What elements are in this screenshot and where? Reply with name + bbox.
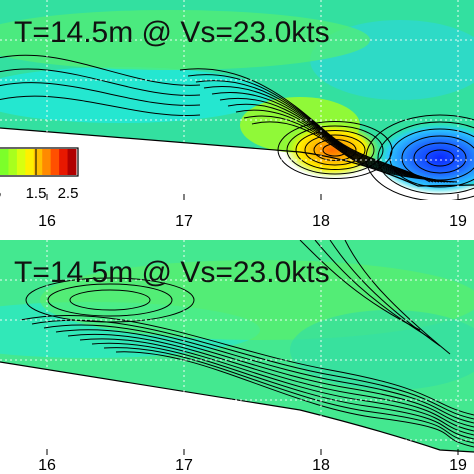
contour-line [286,125,384,175]
contour-line [91,342,474,440]
x-tick-label: 17 [175,213,193,230]
colorbar-cell [42,149,52,175]
x-tick-label: 17 [175,457,193,474]
contour-line [295,130,375,170]
top-panel-title: T=14.5m @ Vs=23.0kts [14,16,330,49]
colorbar-cell [16,149,26,175]
top-floor-boundary [0,127,474,187]
contour-line [203,86,440,183]
contour-line [43,324,474,424]
contour-line [413,142,467,174]
contour-line [377,121,474,195]
contour-line [251,121,458,183]
colorbar-cell [0,149,9,175]
top-gridlines [0,0,474,200]
contour-line [25,277,195,323]
contour-line [227,103,449,183]
contour-line [47,283,173,317]
bottom-panel: / T=14.5m @ Vs=23.0kts [0,240,474,455]
x-tick-label: 16 [38,213,56,230]
bottom-gridlines [0,240,474,455]
contour-line [103,347,474,444]
bottom-floor-boundary [0,361,474,453]
contour-line [243,115,455,183]
contour-line [69,289,151,311]
colorbar-frame [0,147,79,177]
contour-line [235,109,452,183]
contour-line [187,74,434,183]
colorbar-tick-label: 5 [0,185,1,202]
bottom-panel-title: T=14.5m @ Vs=23.0kts [14,256,330,289]
contour-line [55,329,474,428]
top-x-tick-labels: 16 17 18 19 [38,194,467,230]
bottom-teal-band [290,310,474,390]
x-tick-label: 18 [312,457,330,474]
contour-line [0,82,201,106]
contour-line [31,319,474,420]
colorbar [0,147,79,177]
top-contours [0,54,474,200]
bottom-contours [19,240,474,448]
colorbar-tick-labels: 5 1.5 2.5 [0,185,78,202]
contour-line [365,114,474,200]
contour-line [179,68,431,183]
colorbar-tick-label: 1.5 [26,185,47,202]
contour-line [322,143,348,157]
contour-line [115,351,474,448]
x-tick-label: 18 [312,213,330,230]
contour-line [344,240,451,355]
bottom-x-tick-labels: 16 17 18 19 [38,449,467,474]
top-green-band [0,10,370,70]
contour-line [19,314,474,416]
x-tick-label: 16 [38,457,56,474]
colorbar-cell [67,149,77,175]
colorbar-cell [25,149,35,175]
contour-line [67,333,474,432]
contour-line [401,135,474,181]
colorbar-cells [0,149,77,175]
colorbar-cell [59,149,69,175]
colorbar-tick-label: 2.5 [58,185,79,202]
contour-line [304,134,366,166]
contour-line [79,338,474,436]
contour-line [219,97,446,183]
contour-line [0,68,201,96]
top-panel: T=14.5m @ Vs=23.0kts [0,0,474,200]
colorbar-cell [33,149,43,175]
contour-line [314,240,431,339]
x-tick-label: 19 [449,213,467,230]
contour-line [0,54,201,86]
colorbar-cell [8,149,18,175]
contour-line [425,149,455,167]
colorbar-cell [50,149,60,175]
contour-line [0,95,201,116]
x-tick-label: 19 [449,457,467,474]
contour-line [329,240,441,347]
contour-line [389,128,474,188]
